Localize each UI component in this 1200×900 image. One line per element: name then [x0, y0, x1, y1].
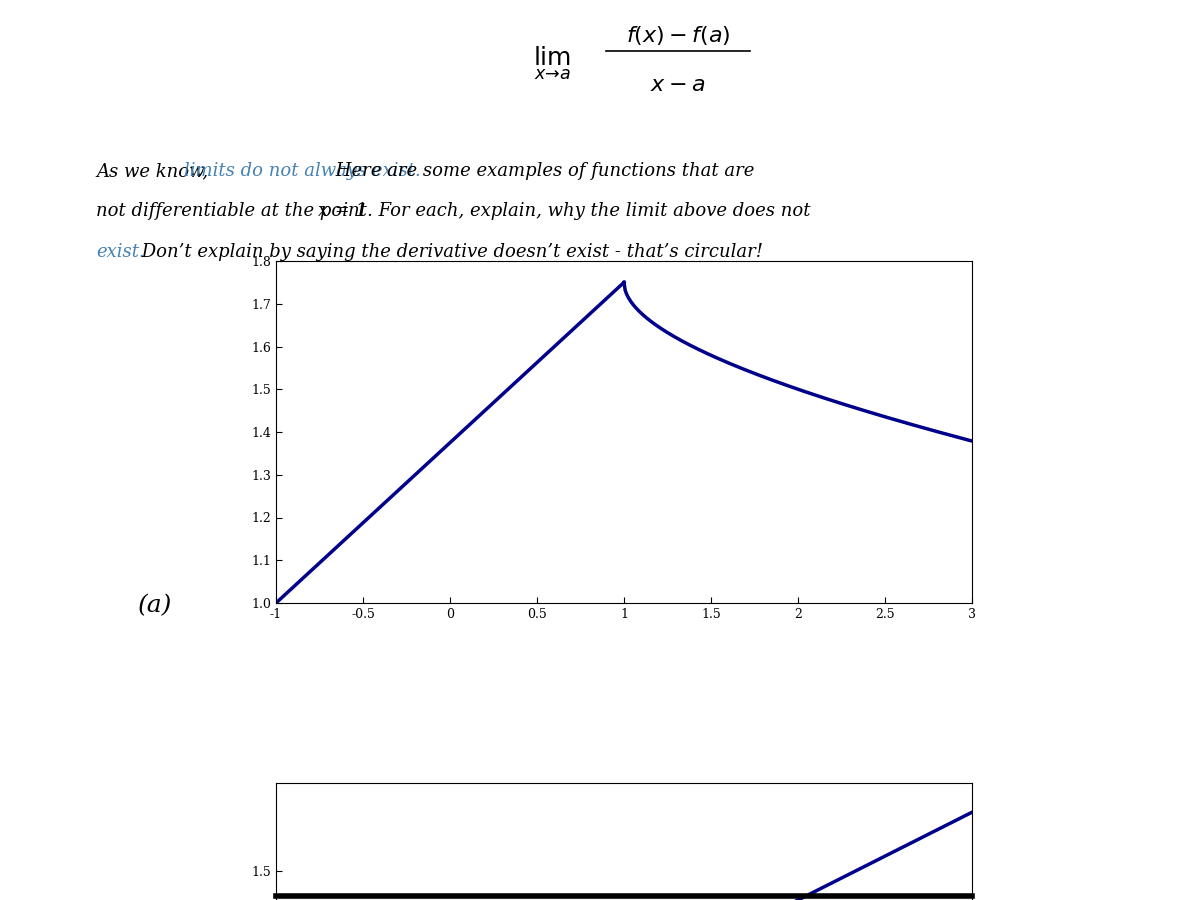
Text: $f(x) - f(a)$: $f(x) - f(a)$ [625, 23, 731, 47]
Text: As we know,: As we know, [96, 162, 214, 180]
Text: exist.: exist. [96, 243, 145, 261]
Text: = 1. For each, explain, why the limit above does not: = 1. For each, explain, why the limit ab… [329, 202, 810, 220]
Text: (a): (a) [138, 594, 173, 617]
Text: Don’t explain by saying the derivative doesn’t exist - that’s circular!: Don’t explain by saying the derivative d… [136, 243, 763, 261]
Text: Here are some examples of functions that are: Here are some examples of functions that… [330, 162, 755, 180]
Text: x: x [318, 202, 328, 220]
Text: $\lim_{x \to a}$: $\lim_{x \to a}$ [533, 44, 571, 82]
Text: limits do not always exist.: limits do not always exist. [184, 162, 420, 180]
Text: not differentiable at the point: not differentiable at the point [96, 202, 373, 220]
Text: $x - a$: $x - a$ [650, 74, 706, 95]
